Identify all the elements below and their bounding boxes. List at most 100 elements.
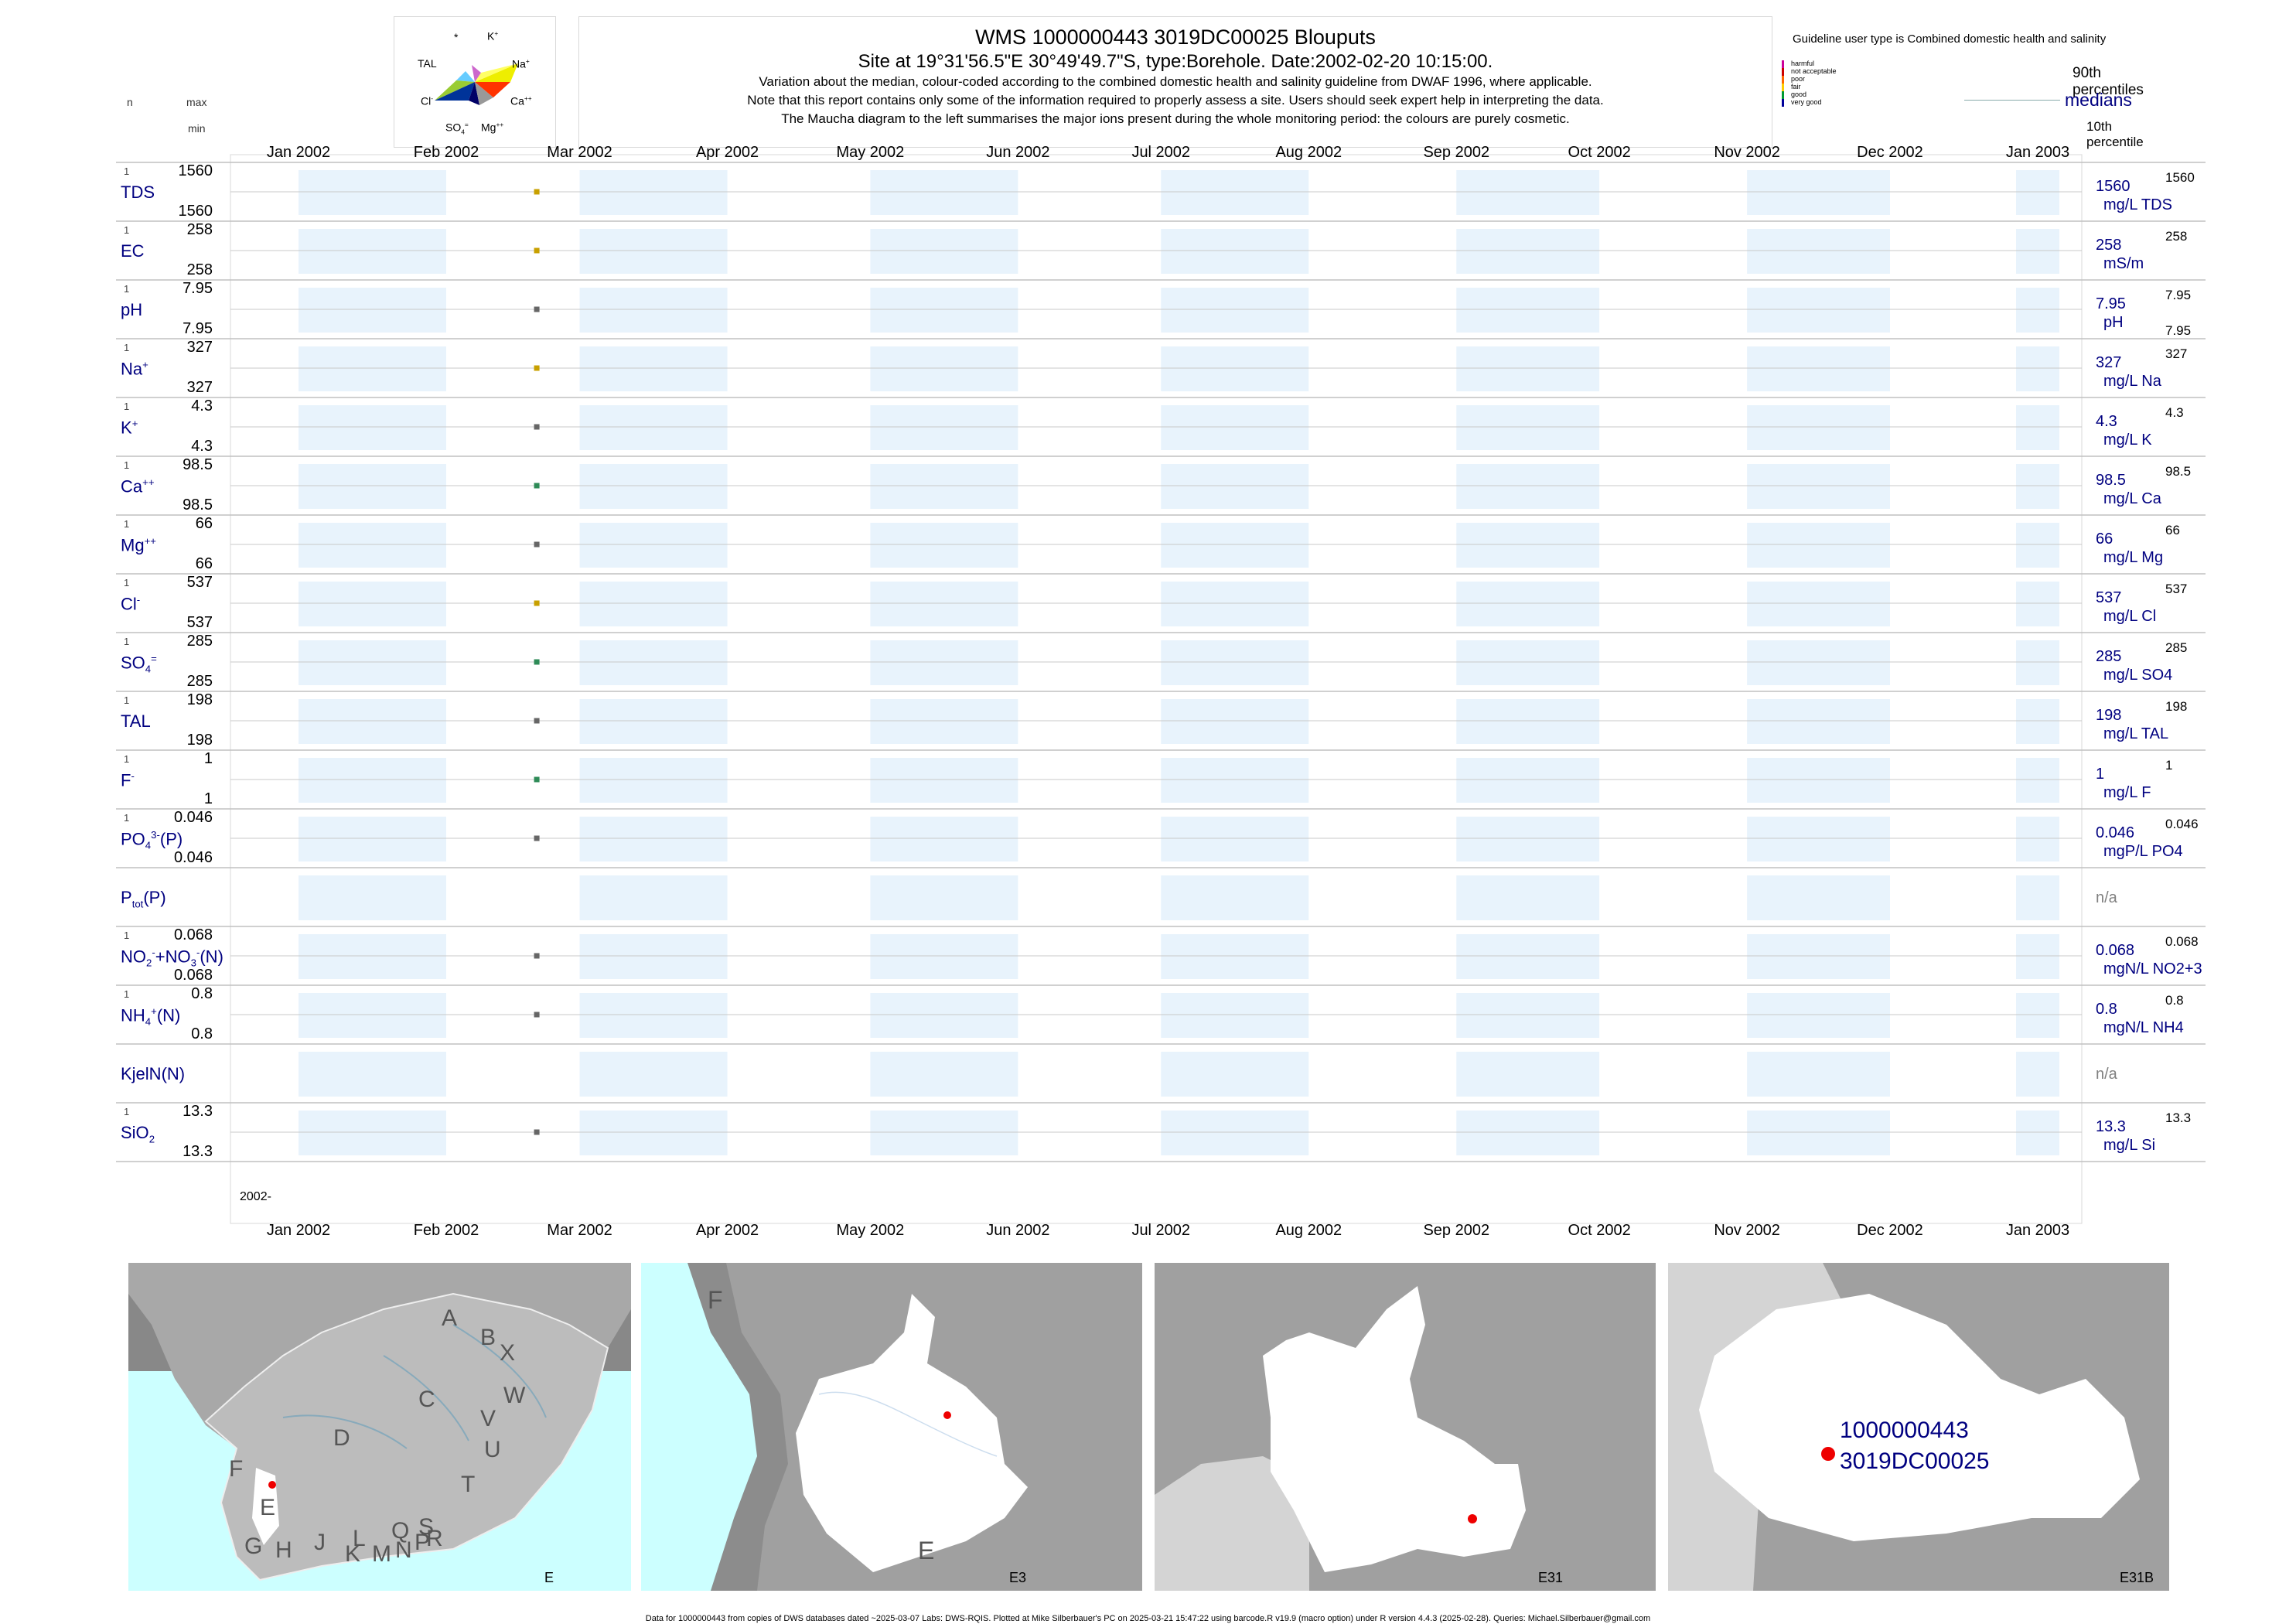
month-band xyxy=(1747,875,1890,920)
month-band xyxy=(1456,934,1600,979)
month-band xyxy=(2016,405,2059,450)
month-band xyxy=(1161,1111,1309,1155)
legend-p10: 10th percentile xyxy=(2086,119,2144,149)
month-band xyxy=(579,1052,728,1097)
month-band xyxy=(870,1052,1018,1097)
p90-value: 198 xyxy=(2165,699,2188,714)
month-band xyxy=(1747,1052,1890,1097)
row-min-value: 0.046 xyxy=(173,849,213,866)
row-min-value: 1 xyxy=(203,790,213,807)
maucha-diagram: * K+ TAL Na+ Cl- Ca++ SO4= Mg++ xyxy=(394,16,556,148)
median-value: 13.3 xyxy=(2096,1118,2126,1135)
month-band xyxy=(299,523,447,568)
col-min-header: min xyxy=(188,122,206,135)
note-line-2: Note that this report contains only some… xyxy=(747,93,1604,107)
row-min-value: 327 xyxy=(186,379,213,396)
month-tick-label: Jul 2002 xyxy=(1131,144,1191,161)
month-tick-label: Oct 2002 xyxy=(1568,144,1631,161)
month-band xyxy=(1161,699,1309,744)
month-band xyxy=(2016,170,2059,215)
drainage-region-label: N xyxy=(395,1537,412,1563)
legend-color-swatch xyxy=(1782,60,1784,68)
month-band xyxy=(1747,817,1890,861)
row-min-value: 1560 xyxy=(178,203,213,220)
maucha-cl-label: Cl- xyxy=(421,94,434,107)
month-tick-label: Jan 2003 xyxy=(2005,144,2070,161)
drainage-region-label: T xyxy=(461,1472,476,1497)
median-unit: mg/L Ca xyxy=(2103,490,2161,507)
sample-count: 1 xyxy=(124,283,130,295)
p90-value: 258 xyxy=(2165,229,2188,244)
row-min-value: 66 xyxy=(195,555,213,572)
month-tick-label: Sep 2002 xyxy=(1423,1222,1490,1239)
row-max-value: 0.8 xyxy=(191,985,213,1002)
month-band xyxy=(1747,405,1890,450)
row-max-value: 198 xyxy=(186,691,213,708)
map-panel-e31b: 1000000443 3019DC00025 E31B xyxy=(1668,1263,2169,1591)
month-band xyxy=(1161,229,1309,274)
median-unit: mgN/L NO2+3 xyxy=(2103,960,2202,977)
variable-name: Na+ xyxy=(121,359,148,379)
month-tick-label: Feb 2002 xyxy=(413,1222,479,1239)
month-band xyxy=(2016,640,2059,685)
variable-name: Cl- xyxy=(121,594,141,614)
row-max-value: 7.95 xyxy=(183,280,213,297)
month-band xyxy=(870,346,1018,391)
legend-medians: medians xyxy=(2065,90,2132,110)
p90-value: 0.046 xyxy=(2165,817,2199,831)
row-min-value: 4.3 xyxy=(191,438,213,455)
data-point xyxy=(534,953,540,959)
month-band xyxy=(1456,1111,1600,1155)
sample-count: 1 xyxy=(124,342,130,353)
month-band xyxy=(579,993,728,1038)
month-band xyxy=(1161,817,1309,861)
month-band xyxy=(870,523,1018,568)
legend-class-label: fair xyxy=(1791,83,1801,90)
median-unit: mS/m xyxy=(2103,255,2144,272)
month-band xyxy=(1161,640,1309,685)
drainage-region-label: J xyxy=(314,1530,326,1555)
month-band xyxy=(579,229,728,274)
drainage-region-label: M xyxy=(372,1541,391,1567)
month-tick-label: May 2002 xyxy=(836,1222,905,1239)
drainage-region-label: G xyxy=(244,1534,263,1559)
month-tick-label: Nov 2002 xyxy=(1714,144,1780,161)
month-band xyxy=(1161,170,1309,215)
month-band xyxy=(1456,288,1600,333)
median-unit: mgP/L PO4 xyxy=(2103,843,2183,860)
month-band xyxy=(299,758,447,803)
variable-name: NH4+(N) xyxy=(121,1005,181,1028)
row-max-value: 98.5 xyxy=(183,456,213,473)
row-max-value: 537 xyxy=(186,574,213,591)
month-tick-label: Mar 2002 xyxy=(547,144,612,161)
p90-value: 0.068 xyxy=(2165,934,2199,949)
sample-count: 1 xyxy=(124,930,130,941)
month-band xyxy=(1456,170,1600,215)
row-max-value: 0.068 xyxy=(173,926,213,943)
month-band xyxy=(579,582,728,626)
month-band xyxy=(579,346,728,391)
month-band xyxy=(1747,464,1890,509)
month-band xyxy=(870,582,1018,626)
maucha-star-icon xyxy=(435,63,518,105)
month-band xyxy=(579,699,728,744)
month-band xyxy=(579,523,728,568)
legend-class-label: poor xyxy=(1791,75,1806,83)
sample-count: 1 xyxy=(124,459,130,471)
month-tick-label: Dec 2002 xyxy=(1857,144,1923,161)
sample-count: 1 xyxy=(124,988,130,1000)
month-band xyxy=(299,288,447,333)
row-max-value: 66 xyxy=(195,515,213,532)
median-unit: mg/L SO4 xyxy=(2103,667,2173,684)
variable-name: SO4= xyxy=(121,653,157,675)
legend-guideline: Guideline user type is Combined domestic… xyxy=(1793,32,2107,46)
month-band xyxy=(1161,523,1309,568)
site-code-label: 3019DC00025 xyxy=(1840,1448,1990,1474)
month-band xyxy=(579,817,728,861)
median-na: n/a xyxy=(2096,889,2117,906)
p90-value: 537 xyxy=(2165,582,2188,596)
data-point xyxy=(534,835,540,841)
e31-map-icon xyxy=(1155,1286,1526,1591)
drainage-region-label: L xyxy=(353,1526,366,1551)
variable-name: SiO2 xyxy=(121,1123,155,1145)
